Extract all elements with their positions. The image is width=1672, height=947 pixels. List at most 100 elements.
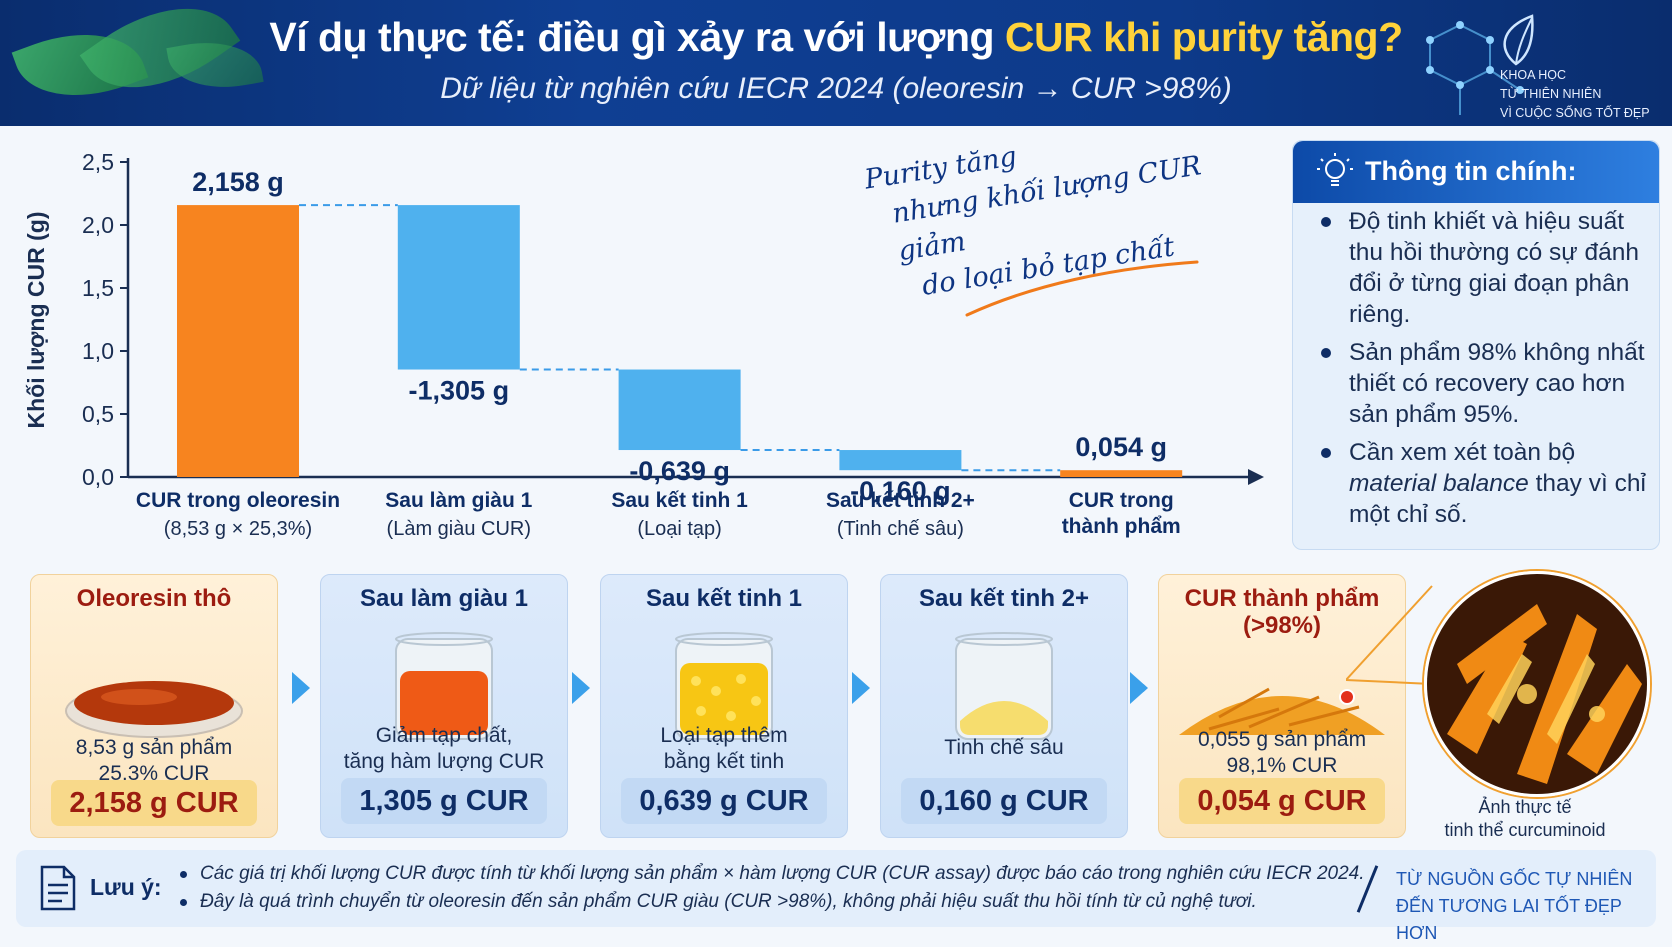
key-info-title: Thông tin chính:: [1365, 156, 1577, 186]
x-category-label: CUR trong oleoresin: [136, 489, 340, 512]
molecule-icon: [1426, 21, 1524, 115]
key-info-emphasis: material balance: [1349, 470, 1529, 497]
annotation-underline: [965, 260, 1199, 317]
arrow-right-icon: [292, 672, 310, 704]
bar-value-label: -1,305 g: [409, 376, 510, 406]
key-info-item: Cần xem xét toàn bộ material balance tha…: [1313, 437, 1649, 530]
slogan: TỪ NGUỒN GỐC TỰ NHIÊN ĐẾN TƯƠNG LAI TỐT …: [1396, 866, 1656, 947]
stage-card-oleoresin: Oleoresin thô 8,53 g sản phẩm 25,3% CUR …: [30, 574, 278, 838]
note-list: Các giá trị khối lượng CUR được tính từ …: [174, 860, 1365, 916]
x-category-label: Sau làm giàu 1: [385, 489, 532, 512]
stage-title: Sau kết tinh 2+: [918, 585, 1090, 612]
stage-title: Sau kết tinh 1: [645, 585, 803, 612]
arrow-right-icon: [852, 672, 870, 704]
stage-desc-line: 98,1% CUR: [1226, 754, 1338, 777]
stage-desc-line: tăng hàm lượng CUR: [343, 750, 545, 773]
arrow-right-icon: [1130, 672, 1148, 704]
title-highlight: CUR khi purity tăng?: [1004, 14, 1403, 60]
brand-line: TỪ THIÊN NHIÊN: [1500, 87, 1602, 101]
stage-title: Oleoresin thô: [76, 585, 232, 612]
stage-desc: Loại tạp thêm bằng kết tinh: [601, 723, 847, 775]
stage-title: CUR thành phẩm (>98%): [1184, 585, 1380, 639]
brand-text: KHOA HỌC TỪ THIÊN NHIÊN VÌ CUỘC SỐNG TỐT…: [1500, 66, 1672, 126]
bar-value-label: 0,054 g: [1075, 432, 1167, 462]
key-info-list: Độ tinh khiết và hiệu suất thu hồi thườn…: [1313, 206, 1649, 537]
stage-title: Sau làm giàu 1: [359, 585, 529, 612]
y-axis-label: Khối lượng CUR (g): [23, 212, 49, 429]
x-category-label: Sau kết tinh 2+: [826, 489, 975, 512]
y-tick-label: 0,0: [82, 464, 114, 490]
y-tick-label: 1,5: [82, 275, 114, 301]
stage-value-pill: 0,160 g CUR: [901, 778, 1107, 824]
stage-desc: Tinh chế sâu: [881, 735, 1127, 761]
x-category-label: Sau kết tinh 1: [611, 489, 748, 512]
waterfall-bar: [839, 450, 962, 471]
stage-card-cryst2: Sau kết tinh 2+ Tinh chế sâu 0,160 g CUR: [880, 574, 1128, 838]
brand-line: KHOA HỌC: [1500, 68, 1566, 82]
key-info-text: Cần xem xét toàn bộ: [1349, 439, 1576, 466]
waterfall-chart: Khối lượng CUR (g) 0,0 0,5 1,0 1,5 2,0 2,5 2,15…: [23, 149, 1264, 540]
stage-desc-line: Loại tạp thêm: [660, 724, 788, 747]
x-category-sublabel: (Tinh chế sâu): [837, 518, 964, 540]
waterfall-bar: [618, 369, 741, 451]
crystal-pile-icon: [1179, 687, 1385, 735]
x-category-sublabel: (Làm giàu CUR): [387, 518, 531, 540]
waterfall-bar: [397, 205, 520, 370]
slogan-line: TỪ NGUỒN GỐC TỰ NHIÊN: [1396, 869, 1633, 889]
y-tick-label: 2,5: [82, 149, 114, 175]
key-info-text: thay vì chỉ một chỉ số.: [1349, 470, 1646, 528]
stage-desc: 8,53 g sản phẩm 25,3% CUR: [31, 735, 277, 787]
photo-caption: Ảnh thực tế tinh thể curcuminoid: [1420, 796, 1630, 842]
photo-caption-line: Ảnh thực tế: [1478, 797, 1572, 817]
zoom-connector-lines: [1346, 585, 1433, 685]
bar-value-label: -0,160 g: [850, 476, 951, 506]
stage-card-enrich: Sau làm giàu 1 Giảm tạp chất, tăng hàm l…: [320, 574, 568, 838]
x-category-sublabel: (8,53 g × 25,3%): [164, 518, 312, 540]
key-info-item: Độ tinh khiết và hiệu suất thu hồi thườn…: [1313, 206, 1649, 330]
x-axis-arrow: [1248, 469, 1264, 485]
bar-value-label: -0,639 g: [629, 456, 730, 486]
bar-value-label: 2,158 g: [192, 167, 284, 197]
page-subtitle: Dữ liệu từ nghiên cứu IECR 2024 (oleores…: [440, 72, 1232, 105]
x-category-label: CUR trong thành phẩm: [1062, 489, 1181, 538]
slogan-line: ĐẾN TƯƠNG LAI TỐT ĐẸP HƠN: [1396, 896, 1622, 943]
beaker-powder-icon: [955, 632, 1053, 740]
waterfall-bar: [177, 205, 299, 477]
stage-desc-line: 25,3% CUR: [98, 762, 210, 785]
stage-desc-line: bằng kết tinh: [663, 750, 785, 773]
footer-note: Lưu ý: Các giá trị khối lượng CUR được t…: [16, 850, 1656, 943]
leaf-logo-icon: [1503, 14, 1534, 66]
beaker-crystals-icon: [675, 632, 773, 740]
y-tick-label: 0,5: [82, 401, 114, 427]
petri-dish-icon: [65, 681, 243, 738]
stage-card-final: CUR thành phẩm (>98%) 0,055 g sản phẩm 9…: [1158, 574, 1406, 838]
photo-caption-line: tinh thể curcuminoid: [1444, 820, 1606, 840]
waterfall-bar: [1060, 470, 1183, 477]
brand-line: VÌ CUỘC SỐNG TỐT ĐẸP HƠN: [1500, 106, 1650, 126]
arrow-right-icon: [572, 672, 590, 704]
page-title: Ví dụ thực tế: điều gì xảy ra với lượng …: [0, 14, 1672, 61]
note-item: Đây là quá trình chuyển từ oleoresin đến…: [174, 888, 1354, 916]
note-label: Lưu ý:: [90, 874, 162, 900]
stage-desc: 0,055 g sản phẩm 98,1% CUR: [1159, 727, 1405, 779]
title-text: Ví dụ thực tế: điều gì xảy ra với lượng: [269, 14, 1005, 60]
stage-card-cryst1: Sau kết tinh 1 Loại tạp thêm bằng kết ti…: [600, 574, 848, 838]
crystal-photo: [1424, 571, 1650, 797]
stage-value-pill: 2,158 g CUR: [51, 780, 257, 826]
note-item: Các giá trị khối lượng CUR được tính từ …: [174, 860, 1365, 888]
y-tick-label: 2,0: [82, 212, 114, 238]
stage-value-pill: 1,305 g CUR: [341, 778, 547, 824]
stage-value-pill: 0,639 g CUR: [621, 778, 827, 824]
crystal-photo-image: [1427, 574, 1647, 794]
key-info-header: Thông tin chính:: [1293, 141, 1659, 203]
y-tick-label: 1,0: [82, 338, 114, 364]
stage-desc-line: Tinh chế sâu: [944, 736, 1064, 759]
key-info-item: Sản phẩm 98% không nhất thiết có recover…: [1313, 337, 1649, 430]
stage-desc-line: 8,53 g sản phẩm: [75, 736, 233, 759]
lightbulb-icon: [1317, 153, 1353, 186]
x-category-sublabel: (Loại tạp): [637, 518, 722, 540]
stage-desc: Giảm tạp chất, tăng hàm lượng CUR: [321, 723, 567, 775]
stage-value-pill: 0,054 g CUR: [1179, 778, 1385, 824]
stage-desc-line: 0,055 g sản phẩm: [1197, 728, 1367, 751]
stage-desc-line: Giảm tạp chất,: [375, 724, 513, 747]
